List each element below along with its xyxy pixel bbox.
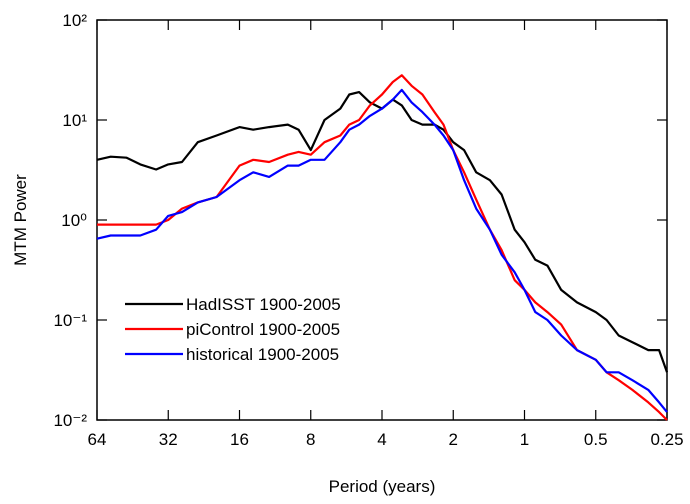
series-line <box>96 88 668 413</box>
series-line <box>97 74 668 421</box>
y-axis-label: MTM Power <box>11 174 30 266</box>
x-tick-label: 2 <box>449 430 458 449</box>
legend-label: historical 1900-2005 <box>186 345 339 364</box>
plot-frame <box>96 19 668 421</box>
y-tick-label: 10⁻² <box>53 411 87 430</box>
y-tick-label: 10⁰ <box>61 211 87 230</box>
x-tick-label: 8 <box>306 430 315 449</box>
x-tick-label: 4 <box>377 430 386 449</box>
y-tick-label: 10² <box>62 11 87 30</box>
series-line <box>96 91 669 373</box>
y-tick-label: 10⁻¹ <box>53 311 87 330</box>
x-tick-label: 1 <box>520 430 529 449</box>
x-tick-label: 0.25 <box>650 430 683 449</box>
x-tick-label: 32 <box>159 430 178 449</box>
x-axis-label: Period (years) <box>329 477 436 496</box>
legend-label: piControl 1900-2005 <box>186 320 340 339</box>
x-tick-label: 0.5 <box>584 430 608 449</box>
y-tick-label: 10¹ <box>62 111 87 130</box>
x-tick-label: 16 <box>230 430 249 449</box>
x-tick-label: 64 <box>88 430 107 449</box>
legend-label: HadISST 1900-2005 <box>186 295 341 314</box>
